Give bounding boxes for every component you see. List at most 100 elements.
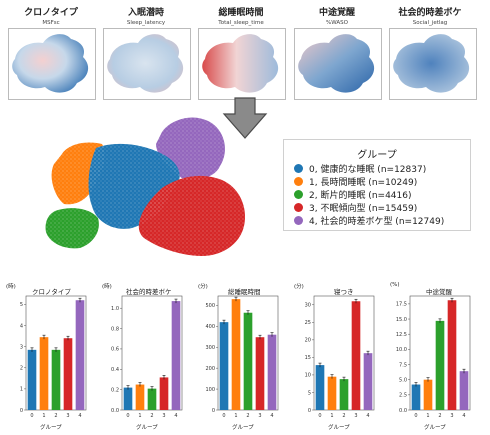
bar-group-2 [435,320,445,410]
x-tick-label: 2 [438,413,441,419]
x-tick-label: 0 [414,413,417,419]
legend-item-4: 4, 社会的時差ボケ型 (n=12749) [294,214,444,227]
bar-chart-svg: 0.0 2.5 5.0 7.5 10.0 12.5 15.0 17.5 0 1 2 3 4 [396,295,471,419]
y-tick-label: 0 [20,408,23,414]
group-legend: グループ 0, 健康的な睡眠 (n=12837) 1, 長時間睡眠 (n=102… [283,139,471,231]
legend-item-1: 1, 長時間睡眠 (n=10249) [294,175,417,188]
legend-dot-icon [294,216,303,225]
panel-xlabel: グループ [136,425,158,431]
x-tick-label: 2 [54,413,57,419]
umap-title-sub: Total_sleep_time [218,20,264,26]
legend-label: 3, 不眠傾向型 (n=15459) [309,204,418,214]
panel-unit: (時) [6,284,16,290]
bar-chart-svg: 0 5 10 15 20 25 30 0 1 2 3 4 [305,295,375,419]
bar-group-4 [459,371,469,410]
x-tick-label: 2 [342,413,345,419]
y-tick-label: 5 [308,390,311,396]
x-tick-label: 0 [318,413,321,419]
legend-dot-icon [294,190,303,199]
panel-xlabel: グループ [232,425,254,431]
bar-group-0 [27,349,37,410]
y-tick-label: 10 [305,373,311,379]
x-tick-label: 4 [78,413,81,419]
x-tick-label: 4 [270,413,273,419]
bar-group-2 [147,388,157,410]
y-tick-label: 2.5 [399,393,407,399]
umap-title-total-sleep: 総睡眠時間 Total_sleep_time [198,8,284,28]
bar-group-0 [123,387,133,410]
panel-title: 総睡眠時間 [228,288,261,296]
umap-map-graphic [12,34,89,93]
panel-unit: (時) [102,284,112,290]
y-tick-label: 15.0 [396,317,407,323]
umap-title-sub: Social_jetlag [412,20,448,26]
y-tick-label: 3 [20,344,23,350]
x-tick-label: 4 [174,413,177,419]
legend-dot-icon [294,164,303,173]
y-tick-label: 12.5 [396,332,407,338]
panel-xlabel: グループ [328,425,350,431]
umap-map-graphic [298,34,375,93]
x-tick-label: 3 [162,413,165,419]
bar-group-1 [39,337,49,410]
umap-map-graphic [202,34,279,93]
panel-title: 社会的時差ボケ [126,288,172,296]
bar-group-2 [243,312,253,410]
umap-map-sleep-latency [103,28,191,100]
umap-map-chronotype [8,28,96,100]
bar-chart-svg: 0 100 200 300 400 500 0 1 2 3 4 [205,295,279,419]
x-tick-label: 4 [462,413,465,419]
x-tick-label: 3 [354,413,357,419]
bar-panel-waso: (%) 中途覚醒 0.0 2.5 5.0 7.5 10.0 12.5 15.0 17.5 0 1 2… [388,282,474,432]
umap-map-social-jetlag [389,28,477,100]
bar-group-4 [267,334,277,410]
y-tick-label: 100 [205,387,215,393]
panel-title: クロノタイプ [32,288,71,296]
legend-dot-icon [294,203,303,212]
legend-label: 1, 長時間睡眠 (n=10249) [309,178,418,188]
umap-title-main: 中途覚醒 [318,8,355,18]
y-tick-label: 15 [305,355,311,361]
y-tick-label: 17.5 [396,302,407,308]
bar-group-3 [351,301,361,410]
x-tick-label: 2 [246,413,249,419]
x-tick-label: 3 [450,413,453,419]
y-tick-label: 7.5 [399,362,407,368]
umap-title-main: 総睡眠時間 [218,8,264,18]
y-tick-label: 0.8 [111,326,119,332]
legend-item-3: 3, 不眠傾向型 (n=15459) [294,201,417,214]
umap-title-main: 社会的時差ボケ [398,8,462,18]
y-tick-label: 5 [20,302,23,308]
panel-title: 中途覚醒 [426,288,452,296]
bar-group-1 [327,376,337,410]
umap-map-graphic [107,34,184,93]
y-tick-label: 0.4 [111,367,119,373]
umap-title-sub: %WASO [326,20,348,26]
bar-group-1 [423,379,433,410]
panel-unit: (%) [390,282,400,288]
panel-unit: (分) [294,284,304,290]
y-tick-label: 200 [205,366,215,372]
y-tick-label: 2 [20,366,23,372]
x-tick-label: 1 [234,413,237,419]
x-tick-label: 1 [42,413,45,419]
y-tick-label: 20 [305,338,311,344]
y-tick-label: 0.2 [111,387,119,393]
bar-panel-total-sleep: (分) 総睡眠時間 0 100 200 300 400 500 0 1 2 3 4 グループ [196,282,282,432]
panel-xlabel: グループ [424,425,446,431]
umap-title-sub: Sleep_latency [126,20,166,26]
x-tick-label: 1 [330,413,333,419]
y-tick-label: 0 [212,408,215,414]
bar-group-0 [315,365,325,410]
umap-title-chronotype: クロノタイプ MSFsc [8,8,94,28]
y-tick-label: 10.0 [396,347,407,353]
y-tick-label: 500 [205,303,215,309]
bar-group-1 [231,299,241,410]
bar-group-2 [51,349,61,410]
bar-group-0 [411,384,421,410]
bar-group-3 [63,338,73,410]
bar-group-4 [171,301,181,410]
y-tick-label: 30 [305,303,311,309]
umap-title-social-jetlag: 社会的時差ボケ Social_jetlag [387,8,473,28]
legend-title: グループ [357,150,397,161]
